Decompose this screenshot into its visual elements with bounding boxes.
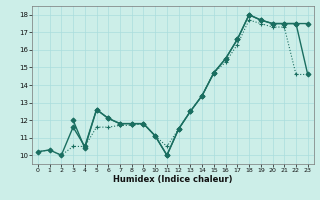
X-axis label: Humidex (Indice chaleur): Humidex (Indice chaleur) (113, 175, 233, 184)
